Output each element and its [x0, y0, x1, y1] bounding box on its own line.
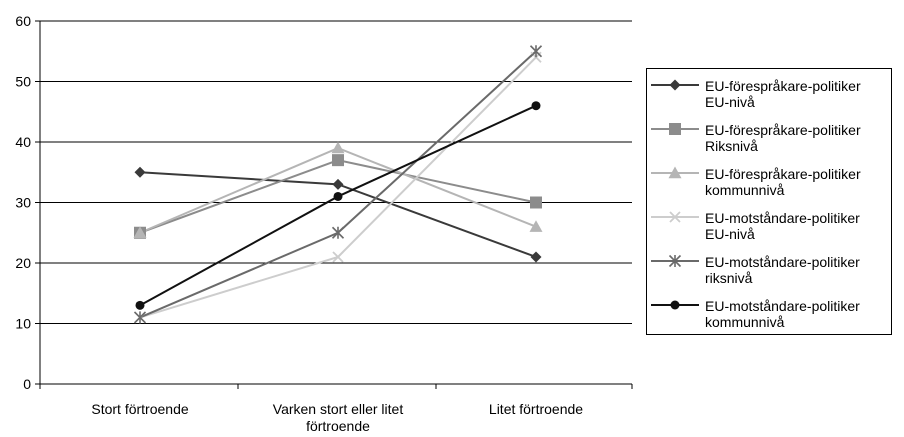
- legend-label: EU-motståndare-politiker kommunnivå: [705, 298, 860, 330]
- y-tick-label: 20: [15, 255, 31, 271]
- legend-item: EU-motståndare-politiker EU-nivå: [647, 205, 893, 245]
- data-point: [331, 141, 345, 154]
- x-category-label: Varken stort eller litet förtroende: [273, 401, 404, 434]
- legend-label: EU-motståndare-politiker riksnivå: [705, 254, 860, 286]
- legend-swatch: [651, 166, 699, 179]
- legend-label: EU-motståndare-politiker EU-nivå: [705, 210, 860, 242]
- legend-item: EU-motståndare-politiker riksnivå: [647, 249, 893, 289]
- series-line: [139, 104, 537, 307]
- y-tick-label: 10: [15, 316, 31, 332]
- data-point: [133, 311, 147, 324]
- legend-swatch: [651, 254, 699, 268]
- legend-marker: [668, 166, 682, 179]
- y-tick-label: 50: [15, 74, 31, 90]
- legend-label: EU-förespråkare-politiker EU-nivå: [705, 78, 861, 110]
- x-category-label: Stort förtroende: [91, 401, 188, 417]
- y-tick-label: 0: [23, 376, 31, 392]
- data-point: [333, 191, 343, 201]
- axes: [35, 20, 633, 389]
- y-tick-label: 40: [15, 134, 31, 150]
- legend-item: EU-förespråkare-politiker kommunnivå: [647, 161, 893, 201]
- data-point: [531, 101, 541, 111]
- legend-item: EU-motståndare-politiker kommunnivå: [647, 293, 893, 333]
- data-point: [530, 196, 542, 209]
- data-point: [135, 300, 145, 310]
- legend-label: EU-förespråkare-politiker Riksnivå: [705, 122, 861, 154]
- data-point: [529, 220, 543, 232]
- x-category-label: Litet förtroende: [489, 401, 583, 417]
- data-point: [332, 251, 344, 263]
- legend-item: EU-förespråkare-politiker Riksnivå: [647, 117, 893, 157]
- legend-marker: [669, 79, 681, 91]
- legend-label: EU-förespråkare-politiker kommunnivå: [705, 166, 861, 198]
- legend-marker: [670, 300, 680, 310]
- data-point: [530, 251, 542, 263]
- legend-marker: [669, 123, 681, 135]
- data-point: [332, 178, 344, 190]
- data-point: [331, 226, 345, 239]
- legend: EU-förespråkare-politiker EU-nivå EU-före…: [646, 68, 892, 335]
- legend-swatch: [651, 79, 699, 91]
- data-point: [133, 226, 147, 238]
- legend-swatch: [651, 123, 699, 135]
- axis-labels: 0 10 20 30 40 50 60 Stort förtroende Varken stor…: [15, 13, 583, 434]
- y-tick-label: 30: [15, 195, 31, 211]
- legend-swatch: [651, 211, 699, 223]
- gridlines: [40, 20, 632, 324]
- legend-swatch: [651, 300, 699, 310]
- legend-marker: [668, 254, 682, 268]
- y-tick-label: 60: [15, 13, 31, 29]
- series-markers: [133, 45, 543, 324]
- data-point: [134, 166, 146, 178]
- data-point: [529, 45, 543, 58]
- legend-marker: [669, 211, 681, 223]
- data-point: [332, 154, 344, 167]
- legend-item: EU-förespråkare-politiker EU-nivå: [647, 73, 893, 113]
